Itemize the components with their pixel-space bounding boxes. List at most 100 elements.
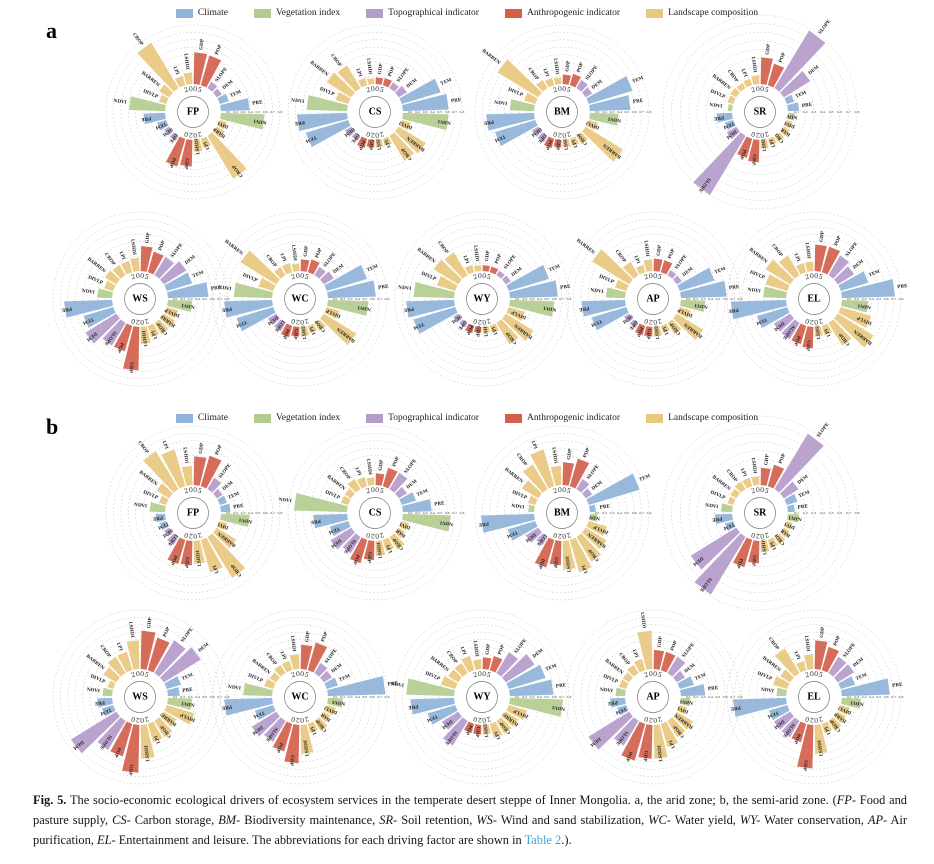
driver-labels-2005: PRETEMDEMSLOPEPOPGDPLSHDILPICROPBARRENDI… (481, 49, 645, 108)
bar-PRE (402, 499, 432, 513)
bar-BARREN (780, 527, 790, 538)
bar-SLOPE (576, 478, 590, 493)
radial-chart-a-WY: PRE TEM DEM SLOPE POP GDP LSHDI LPI CROP BARREN DI… (375, 192, 589, 406)
bar-POP (165, 136, 186, 167)
legend-item-climate: Climate (175, 413, 228, 423)
radial-chart-a-CS: PRE TEM DEM SLOPE POP GDP LSHDI LPI CROP BARREN DI… (268, 5, 482, 219)
bar-PRE (509, 679, 554, 697)
axis-ticks: 0.1 0.2 0.3 0.4 0.5 0.6 0.7 0.8 (408, 511, 465, 515)
bar-LSHDI (291, 263, 300, 272)
driver-label-LSHDI: LSHDI (761, 538, 768, 555)
bar-TEM (305, 120, 351, 148)
driver-label-POP: POP (158, 240, 167, 252)
driver-label-POP: POP (583, 447, 592, 459)
legend-swatch (366, 8, 384, 18)
table-2-link[interactable]: Table 2 (524, 832, 562, 847)
bars-2005 (97, 245, 209, 299)
driver-label-GDP: GDP (485, 250, 491, 262)
driver-label-POP: POP (215, 44, 224, 56)
grid-rings (662, 415, 858, 611)
bar-LPI (307, 721, 318, 734)
driver-label-LSHDI: LSHDI (304, 740, 311, 757)
driver-label-DEM: DEM (343, 126, 356, 137)
axis-ticks: 0.1 0.2 0.3 0.4 0.5 0.6 0.7 0.8 (226, 110, 283, 114)
driver-label-PRE: PRE (61, 306, 73, 312)
axis-ticks: 0.1 0.2 0.3 0.4 0.5 0.6 0.7 0.8 (173, 297, 230, 301)
bar-DEM (780, 70, 811, 98)
axis-ticks: 0.1 0.2 0.3 0.4 0.5 0.6 0.7 0.8 (847, 297, 904, 301)
bar-POP (382, 78, 392, 88)
bar-GDP (291, 326, 300, 337)
bar-GDP (300, 259, 310, 272)
driver-label-LSHDI: LSHDI (377, 542, 384, 559)
bar-POP (113, 323, 133, 352)
axis-tick-label: 0.4 (869, 297, 874, 301)
driver-label-POP: POP (635, 326, 644, 338)
bar-DIVLP (765, 274, 790, 291)
driver-label-LPI: LPI (354, 68, 362, 78)
axis-tick-label: 0.5 (362, 297, 367, 301)
bar-DIVLP (159, 495, 169, 505)
bar-BARREN (213, 527, 237, 549)
bar-DEM (395, 486, 408, 499)
axis-tick-label: 0.5 (255, 110, 260, 114)
bars-2020 (224, 697, 343, 764)
driver-label-POP: POP (357, 139, 366, 151)
driver-label-TEM: TEM (327, 525, 340, 534)
bar-LPI (530, 449, 555, 489)
driver-label-DIVLP: DIVLP (213, 519, 230, 530)
bar-NDVI (787, 513, 800, 523)
bar-DIVLP (258, 277, 276, 291)
bar-NDVI (680, 299, 706, 312)
bars-2005 (497, 59, 633, 112)
bar-DEM (85, 313, 120, 344)
driver-label-GDP: GDP (199, 38, 205, 50)
bar-DEM (582, 87, 593, 98)
bar-LPI (545, 78, 555, 88)
driver-label-GDP: GDP (378, 63, 384, 75)
bar-NDVI (402, 112, 449, 131)
service-code-EL: EL (807, 692, 821, 703)
bar-NDVI (167, 299, 193, 312)
bar-DIVLP (506, 705, 528, 720)
driver-label-LSHDI: LSHDI (365, 58, 372, 75)
caption-fig-label: Fig. 5. (33, 793, 67, 807)
driver-label-TEM: TEM (82, 316, 95, 325)
legend-swatch (646, 413, 664, 423)
bar-CROP (623, 261, 639, 279)
panel-a-letter: a (46, 18, 57, 43)
axis-tick-label: 0.2 (854, 695, 859, 699)
driver-label-POP: POP (392, 456, 401, 468)
bar-DIVLP (103, 280, 116, 291)
bar-SLOPE (828, 255, 849, 279)
grid-rings (565, 211, 741, 387)
driver-label-LPI: LPI (118, 251, 126, 261)
bar-GDP (180, 139, 193, 167)
driver-label-LPI: LPI (739, 468, 747, 478)
bar-GDP (375, 77, 384, 85)
bar-DEM (395, 85, 408, 98)
driver-label-TEM: TEM (412, 321, 425, 330)
axis-tick-label: 0.5 (829, 110, 834, 114)
bar-TEM (494, 120, 538, 147)
legend-label: Vegetation index (275, 413, 341, 423)
driver-label-LSHDI: LSHDI (804, 242, 811, 259)
bar-POP (272, 721, 293, 752)
driver-label-NDVI: NDVI (398, 285, 412, 292)
bar-SLOPE (781, 319, 800, 340)
bar-DEM (673, 275, 682, 285)
bar-TEM (254, 705, 276, 720)
center-circle (798, 681, 830, 713)
axis-tick-label: 0.2 (693, 695, 698, 699)
service-code-WS: WS (132, 294, 148, 305)
grid-rings (394, 211, 570, 387)
bar-DEM (164, 527, 173, 537)
bars-2005 (773, 640, 890, 697)
axis-tick-label: 0.3 (862, 695, 867, 699)
axis-ticks: 0.1 0.2 0.3 0.4 0.5 0.6 0.7 0.8 (408, 110, 465, 114)
driver-label-GDP: GDP (305, 630, 311, 642)
